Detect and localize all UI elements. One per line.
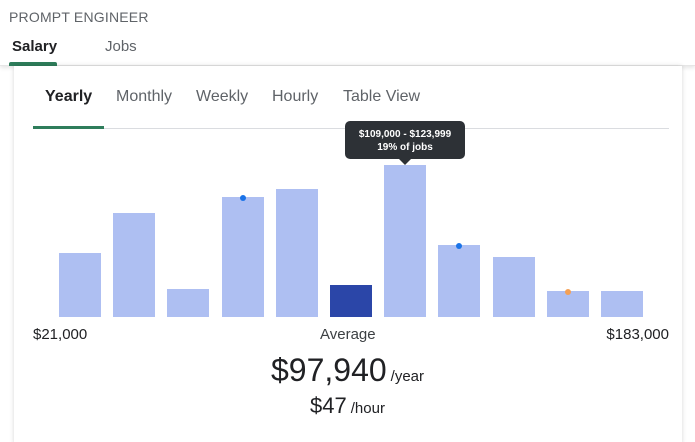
tooltip-range: $109,000 - $123,999 [358, 129, 452, 140]
histogram-bar[interactable] [546, 291, 589, 317]
yearly-salary: $97,940/year [0, 352, 695, 389]
bar-marker-dot [456, 243, 463, 249]
tab-hourly[interactable]: Hourly [272, 88, 319, 105]
hourly-salary: $47/hour [0, 393, 695, 419]
histogram-bar[interactable] [492, 257, 535, 317]
page-title: PROMPT ENGINEER [9, 9, 149, 25]
tab-salary-indicator [9, 62, 57, 66]
tab-monthly[interactable]: Monthly [116, 88, 173, 105]
histogram-bar[interactable] [221, 197, 264, 317]
tab-salary[interactable]: Salary [12, 38, 58, 55]
yearly-salary-unit: /year [390, 368, 425, 385]
histogram-bar[interactable] [601, 291, 643, 317]
x-min-label: $21,000 [33, 326, 88, 343]
yearly-salary-value: $97,940 [270, 352, 387, 388]
average-label: Average [320, 326, 376, 343]
bar-marker-dot [564, 289, 571, 296]
histogram-bar[interactable] [384, 165, 427, 317]
bar-tooltip: $109,000 - $123,999 19% of jobs [345, 121, 465, 159]
histogram-bar[interactable] [330, 285, 372, 317]
histogram-bar[interactable] [438, 245, 481, 317]
hourly-salary-unit: /hour [350, 400, 385, 417]
tab-table-view[interactable]: Table View [343, 88, 421, 105]
histogram-bar[interactable] [167, 289, 210, 317]
tooltip-share: 19% of jobs [377, 142, 433, 153]
bar-marker-dot [239, 195, 246, 201]
tab-weekly[interactable]: Weekly [196, 88, 249, 105]
x-max-label: $183,000 [606, 326, 669, 343]
tab-yearly-indicator [33, 126, 104, 129]
histogram-bar[interactable] [113, 213, 156, 317]
page-header: PROMPT ENGINEER Salary Jobs [0, 0, 695, 66]
tooltip-arrow [399, 159, 411, 165]
hourly-salary-value: $47 [310, 393, 347, 418]
histogram-bar[interactable] [59, 253, 101, 317]
tab-yearly[interactable]: Yearly [45, 88, 93, 105]
tab-jobs[interactable]: Jobs [105, 38, 137, 55]
histogram-bar[interactable] [275, 189, 318, 317]
